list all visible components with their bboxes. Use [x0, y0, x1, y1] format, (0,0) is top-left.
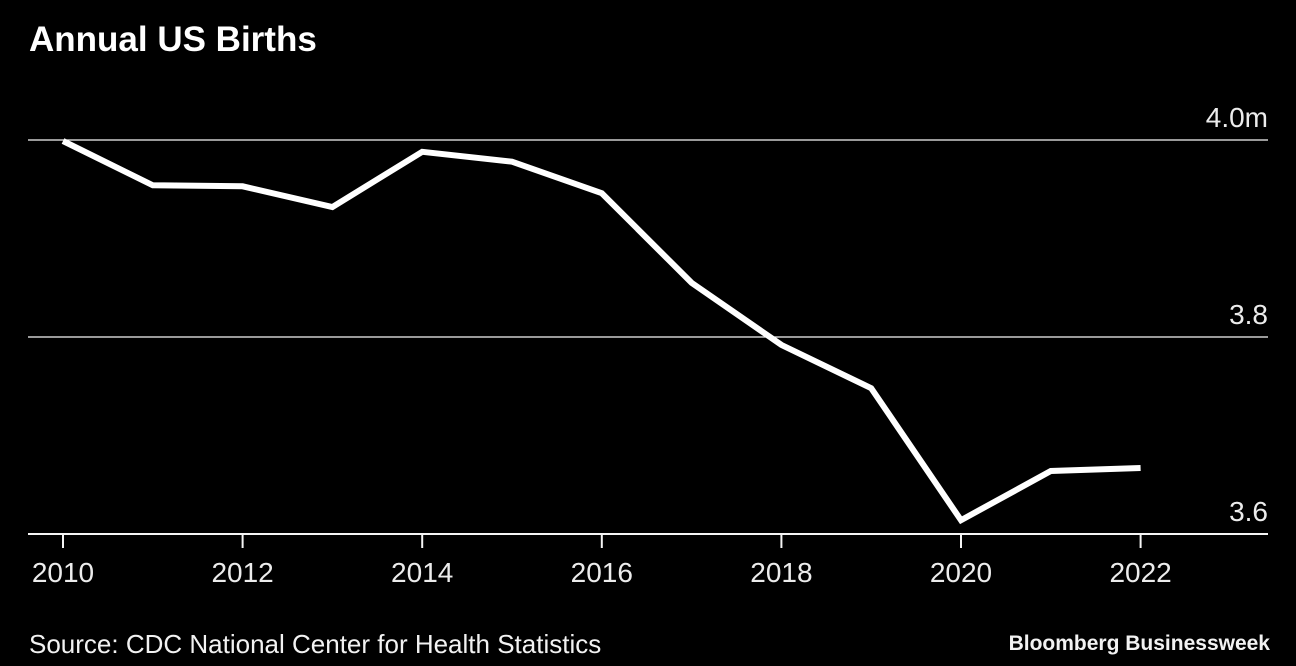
y-axis-label: 4.0m	[1206, 102, 1268, 133]
x-axis-label: 2014	[391, 557, 453, 588]
x-axis-label: 2022	[1109, 557, 1171, 588]
x-axis-label: 2018	[750, 557, 812, 588]
publisher-credit: Bloomberg Businessweek	[1008, 632, 1270, 655]
data-line-us-births	[61, 138, 1141, 525]
x-axis-label: 2012	[211, 557, 273, 588]
x-axis-label: 2016	[571, 557, 633, 588]
source-note: Source: CDC National Center for Health S…	[29, 629, 602, 659]
chart-title: Annual US Births	[29, 20, 317, 59]
y-axis-label: 3.6	[1229, 496, 1268, 527]
x-axis-label: 2020	[930, 557, 992, 588]
y-axis-label: 3.8	[1229, 299, 1268, 330]
x-axis-label: 2010	[32, 557, 94, 588]
